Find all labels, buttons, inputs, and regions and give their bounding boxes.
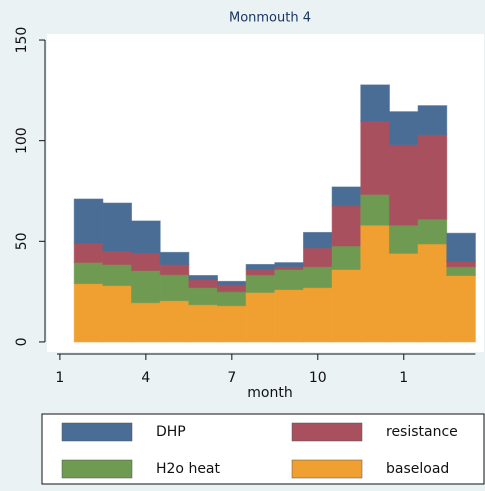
legend-swatch — [61, 459, 133, 479]
bar-segment — [217, 284, 247, 293]
bar-segment — [73, 261, 104, 285]
bar-segment — [217, 291, 247, 307]
legend-label: H2o heat — [156, 461, 221, 477]
legend-label: DHP — [156, 424, 186, 440]
bar-segment — [131, 220, 161, 254]
y-tick-label: 100 — [14, 127, 30, 154]
bar-segment — [302, 287, 333, 343]
bar-segment — [274, 289, 304, 343]
legend-swatch — [291, 422, 363, 442]
y-tick-label: 150 — [14, 27, 30, 54]
x-tick-label: 4 — [141, 370, 150, 386]
bar-segment — [446, 260, 476, 268]
bar-segment — [159, 263, 190, 276]
bar-segment — [245, 274, 276, 293]
bar-segment — [331, 268, 362, 343]
bar-segment — [102, 285, 133, 343]
bar-segment — [102, 263, 133, 287]
bar-segment — [388, 252, 419, 343]
bar-segment — [446, 275, 476, 343]
bar-segment — [417, 218, 448, 245]
bar-segment — [388, 111, 419, 146]
legend-swatch — [61, 422, 133, 442]
bar-segment — [446, 266, 476, 277]
bar-segment — [331, 245, 362, 270]
bar-segment — [274, 268, 304, 291]
bar-segment — [388, 224, 419, 254]
legend-swatch — [291, 459, 363, 479]
bar-segment — [245, 291, 276, 343]
bar-segment — [302, 247, 333, 268]
bar-segment — [188, 304, 219, 343]
bar-segment — [302, 266, 333, 289]
bar-segment — [188, 275, 219, 281]
bar-segment — [159, 274, 190, 302]
bar-segment — [417, 105, 448, 136]
bar-segment — [188, 287, 219, 306]
bar-segment — [131, 269, 161, 304]
bar-segment — [245, 263, 276, 271]
bar-segment — [73, 283, 104, 343]
bar-segment — [417, 134, 448, 220]
x-axis-label: month — [247, 385, 292, 401]
bar-segment — [245, 269, 276, 276]
bar-segment — [388, 144, 419, 226]
bar-segment — [302, 231, 333, 249]
bar-segment — [131, 252, 161, 271]
x-tick-label: 10 — [309, 370, 327, 386]
bar-segment — [73, 198, 104, 244]
bar-segment — [217, 305, 247, 343]
bar-segment — [102, 202, 133, 252]
legend-label: resistance — [386, 424, 458, 440]
bar-segment — [360, 193, 390, 226]
bar-segment — [446, 232, 476, 262]
bar-segment — [360, 224, 390, 343]
bar-segment — [188, 279, 219, 289]
bar-segment — [331, 205, 362, 247]
y-tick-label: 50 — [14, 232, 30, 250]
bar-segment — [274, 262, 304, 268]
chart-title: Monmouth 4 — [229, 11, 311, 26]
bar-segment — [73, 242, 104, 263]
x-tick-label: 7 — [227, 370, 236, 386]
bar-segment — [360, 84, 390, 122]
x-tick-label: 1 — [55, 370, 64, 386]
bar-segment — [217, 280, 247, 286]
legend-label: baseload — [386, 461, 449, 477]
y-tick-label: 0 — [14, 337, 30, 346]
bar-segment — [360, 120, 390, 195]
bar-segment — [131, 302, 161, 343]
bar-segment — [102, 250, 133, 265]
bar-segment — [159, 251, 190, 265]
bar-segment — [417, 243, 448, 343]
bar-segment — [331, 186, 362, 207]
x-tick-label: 1 — [399, 370, 408, 386]
bar-segment — [159, 300, 190, 343]
